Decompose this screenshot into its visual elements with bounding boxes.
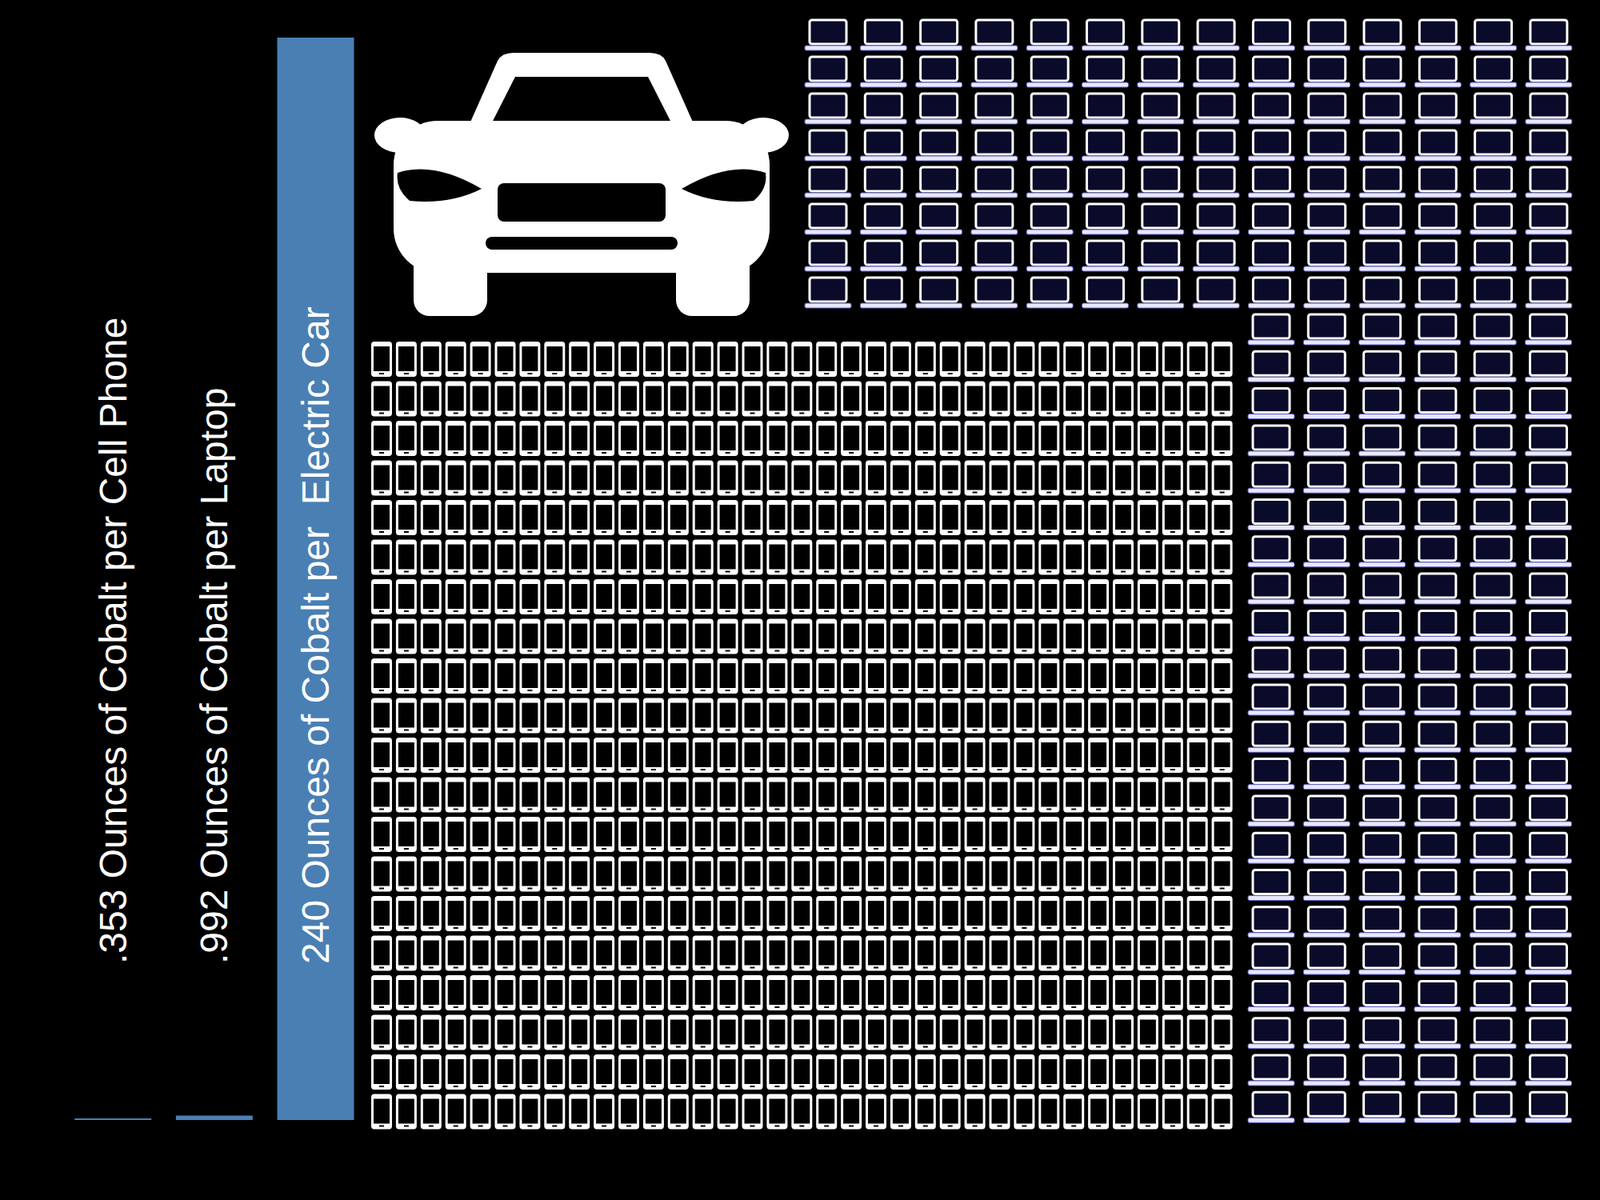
svg-text:.353 Ounces of Cobalt per Cell: .353 Ounces of Cobalt per Cell Phone [92,317,135,965]
svg-text:.992 Ounces of Cobalt per Lapt: .992 Ounces of Cobalt per Laptop [192,387,236,964]
svg-text:240 Ounces of Cobalt per Elec: 240 Ounces of Cobalt per Electric Car [294,306,337,964]
